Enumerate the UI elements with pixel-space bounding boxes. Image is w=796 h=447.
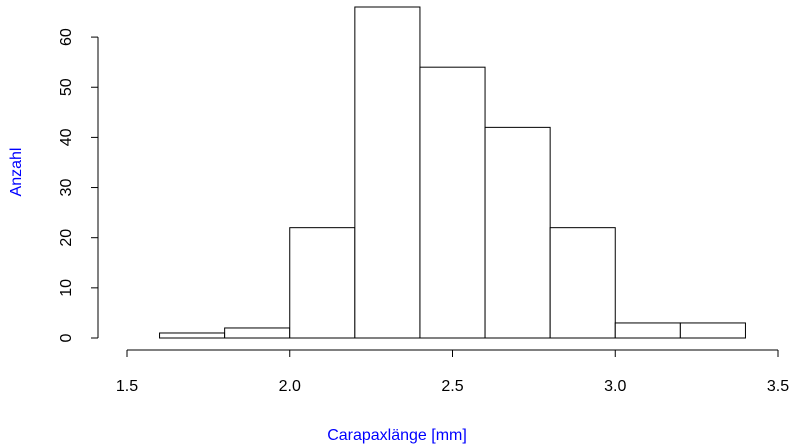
x-tick-label: 1.5 [116, 378, 138, 395]
y-tick-label: 50 [58, 78, 75, 96]
x-tick-label: 2.5 [441, 378, 463, 395]
bar [224, 327, 291, 339]
y-tick-label: 30 [58, 179, 75, 197]
bar [549, 227, 616, 339]
y-tick-label: 20 [58, 229, 75, 247]
x-tick-label: 3.0 [604, 378, 626, 395]
bar [484, 126, 551, 339]
bar [419, 66, 486, 339]
x-tick-label: 2.0 [279, 378, 301, 395]
bar [679, 322, 746, 339]
bar [289, 227, 356, 339]
y-tick-label: 10 [58, 279, 75, 297]
x-axis-label: Carapaxlänge [mm] [327, 427, 467, 444]
bar [159, 332, 226, 339]
x-tick-label: 3.5 [767, 378, 789, 395]
y-tick-label: 60 [58, 28, 75, 46]
y-tick-label: 40 [58, 128, 75, 146]
bar [614, 322, 681, 339]
bar [354, 6, 421, 339]
y-axis-label: Anzahl [8, 148, 25, 197]
y-tick-label: 0 [58, 333, 75, 342]
